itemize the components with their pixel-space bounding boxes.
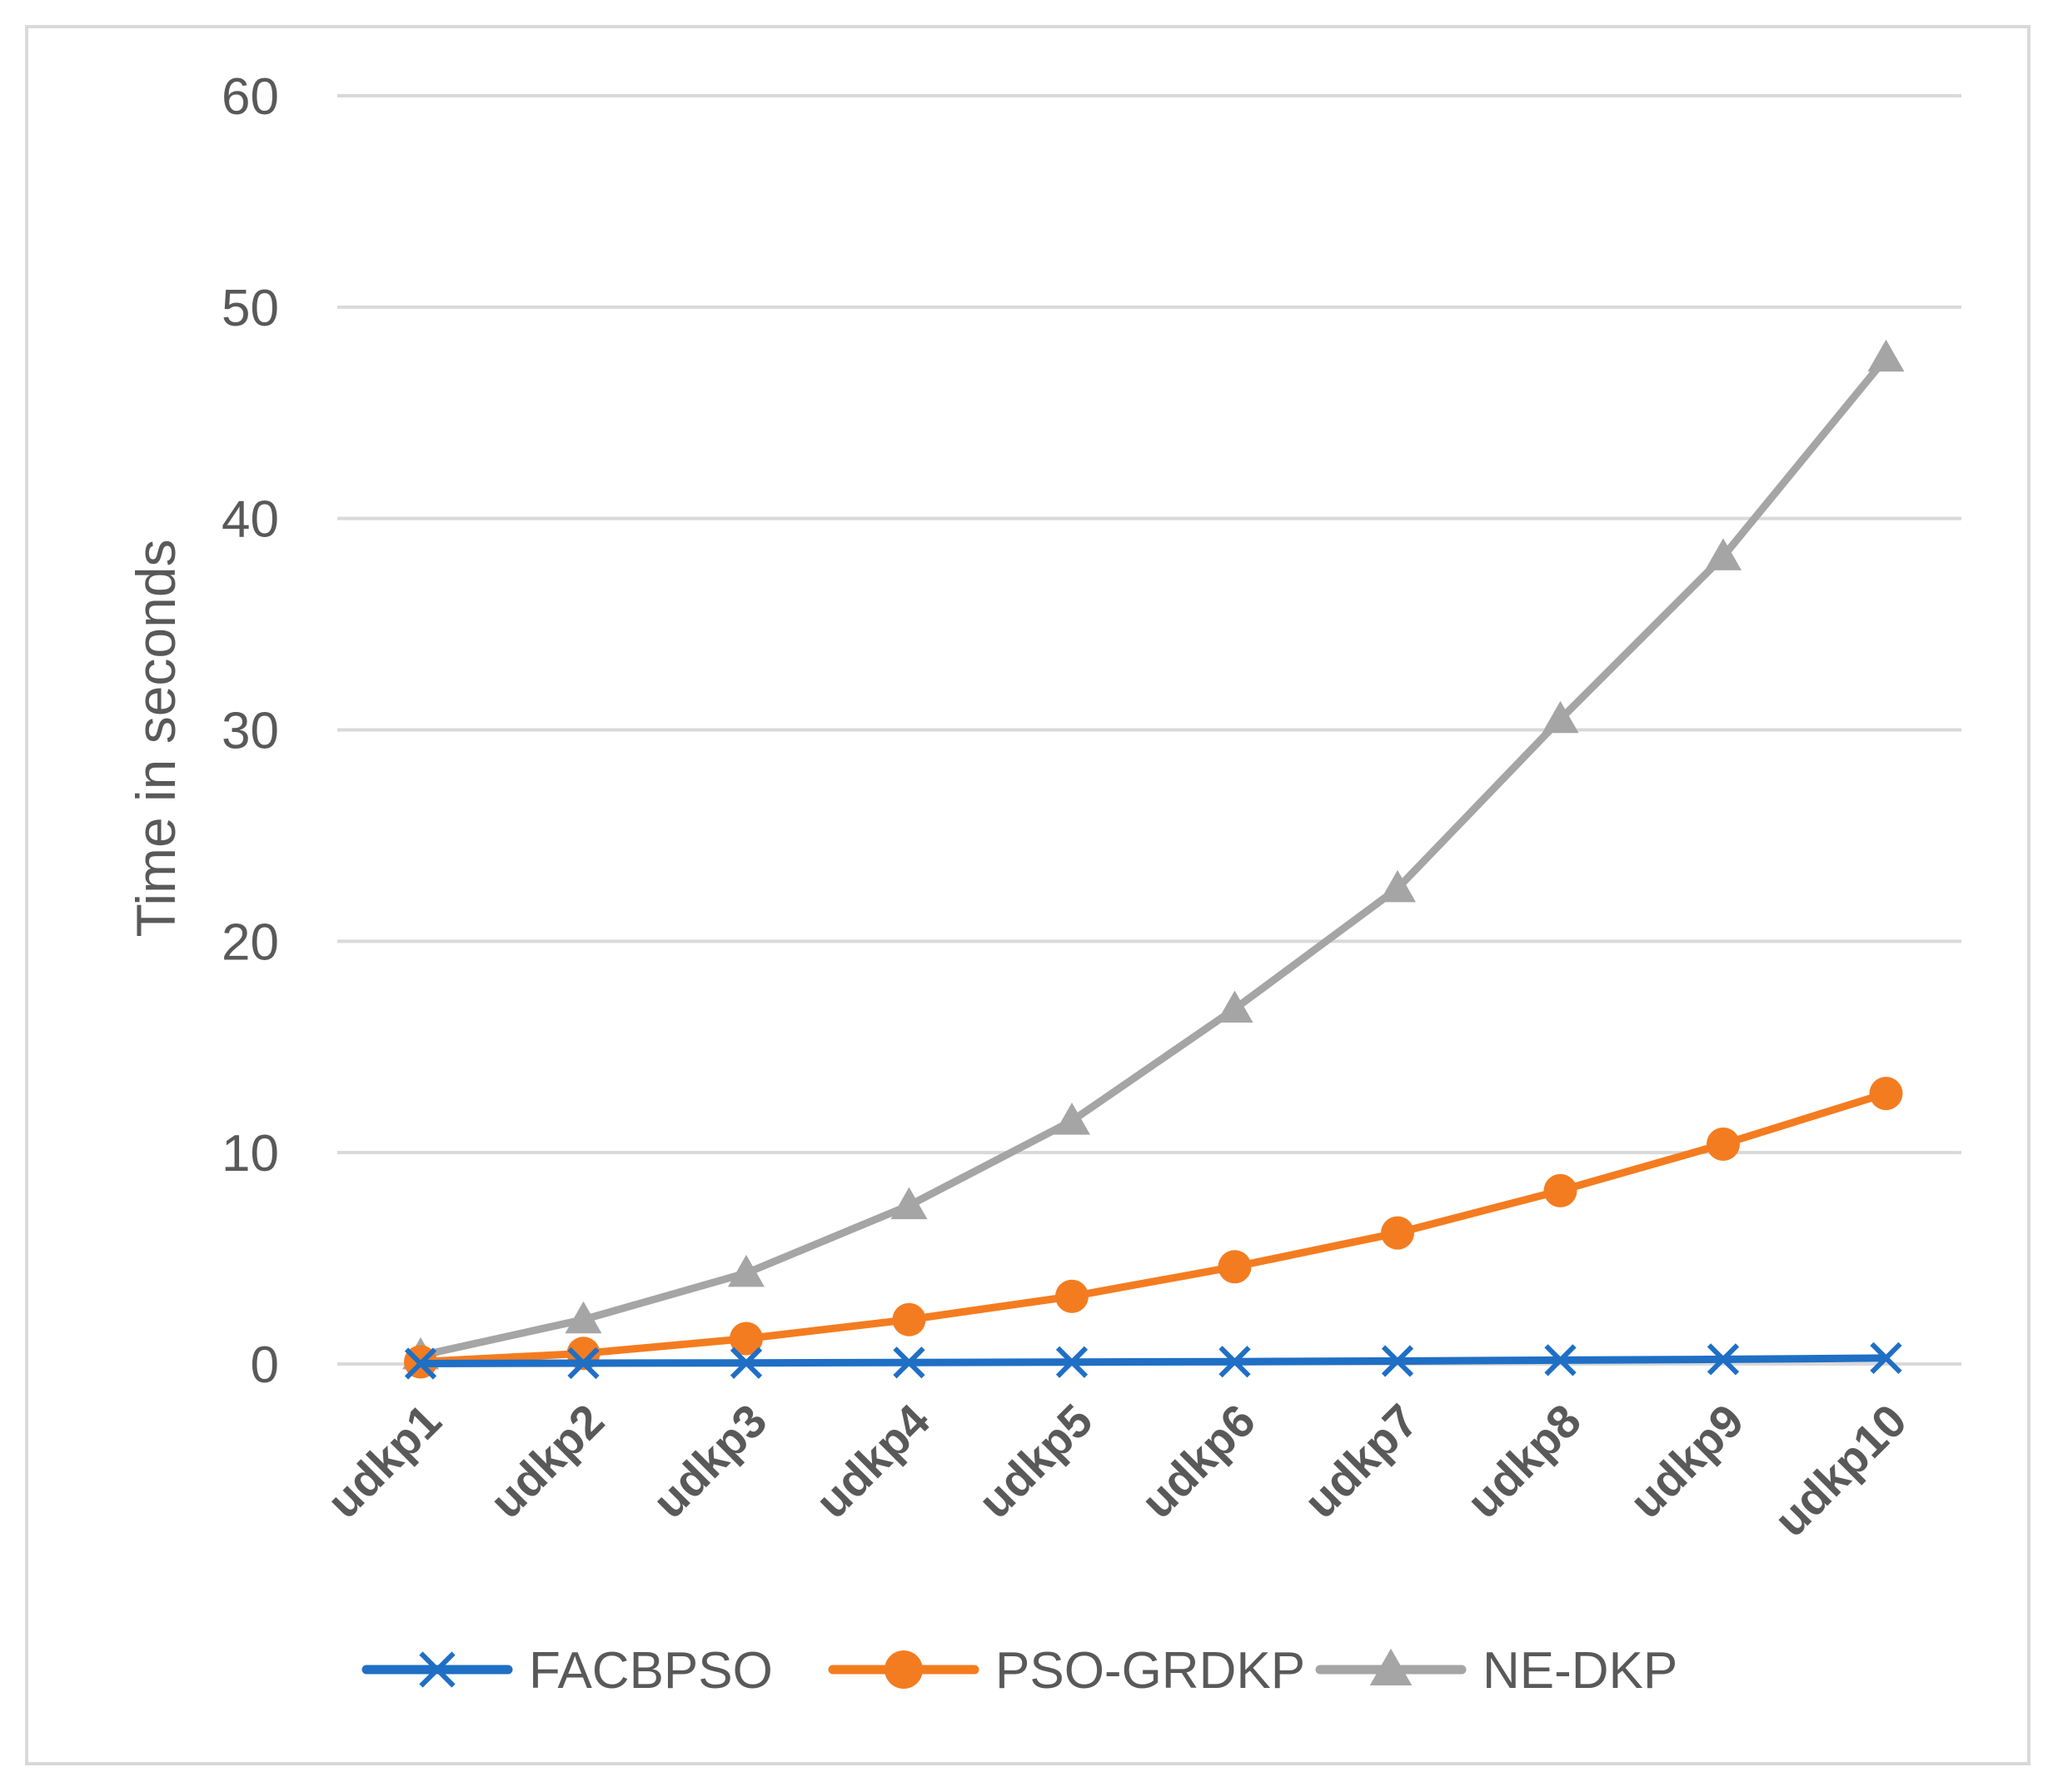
data-point xyxy=(1705,538,1742,570)
legend-item-PSO-GRDKP: PSO-GRDKP xyxy=(828,1642,1305,1700)
data-point xyxy=(892,1302,926,1337)
chart-frame xyxy=(25,25,2031,1765)
x-tick-label: udkp9 xyxy=(1619,1394,1753,1528)
y-tick-label: 30 xyxy=(222,703,279,760)
legend-marker xyxy=(884,1650,923,1689)
series-NE-DKP xyxy=(402,339,1905,1370)
data-point xyxy=(567,1346,600,1380)
data-point xyxy=(728,1254,765,1287)
y-tick-label: 10 xyxy=(222,1125,279,1182)
legend-marker xyxy=(1369,1648,1413,1685)
y-tick-label: 40 xyxy=(222,491,279,549)
data-point xyxy=(1218,1346,1251,1378)
series-line xyxy=(416,354,1890,1360)
y-tick-label: 0 xyxy=(251,1337,279,1394)
series-PSO-GRDKP xyxy=(404,1077,1903,1379)
data-point xyxy=(404,1347,437,1380)
x-tick-label: udkp5 xyxy=(968,1394,1102,1528)
x-axis-ticks: udkp1 udkp2 udkp3 udkp4 udkp5 udkp6 udkp7 udkp8… xyxy=(316,1394,1916,1546)
data-point xyxy=(1544,1344,1577,1376)
x-tick-label: udkp7 xyxy=(1293,1394,1428,1528)
data-point xyxy=(1055,1346,1089,1378)
y-axis-ticks: 0 10 20 30 40 50 60 xyxy=(222,68,279,1394)
data-point xyxy=(890,1187,928,1220)
data-point xyxy=(730,1346,763,1379)
series-layer xyxy=(402,339,1905,1380)
data-point xyxy=(1379,869,1416,903)
y-tick-label: 20 xyxy=(222,913,279,971)
x-tick-label: udkp4 xyxy=(805,1394,939,1528)
legend: FACBPSO PSO-GRDKP NE-DKP xyxy=(361,1642,1677,1700)
x-tick-label: udkp10 xyxy=(1764,1394,1916,1546)
data-point xyxy=(1869,1077,1903,1111)
data-point xyxy=(1542,700,1579,734)
x-tick-label: udkp1 xyxy=(316,1394,451,1528)
y-tick-label: 50 xyxy=(222,280,279,337)
series-line xyxy=(416,1354,1890,1367)
series-line xyxy=(416,1089,1890,1366)
data-point xyxy=(565,1301,602,1334)
legend-item-FACBPSO: FACBPSO xyxy=(361,1642,773,1700)
legend-label: PSO-GRDKP xyxy=(995,1642,1305,1700)
data-point xyxy=(730,1322,763,1356)
data-point xyxy=(1707,1343,1740,1376)
x-tick-label: udkp3 xyxy=(642,1394,776,1528)
x-tick-label: udkp8 xyxy=(1457,1394,1591,1528)
data-point xyxy=(1870,1342,1902,1375)
data-point xyxy=(1867,339,1905,372)
data-point xyxy=(1054,1103,1090,1135)
legend-label: FACBPSO xyxy=(529,1642,773,1700)
data-point xyxy=(1707,1127,1740,1162)
data-point xyxy=(1218,1250,1252,1284)
data-point xyxy=(1543,1173,1577,1207)
legend-label: NE-DKP xyxy=(1482,1642,1677,1700)
data-point xyxy=(1381,1216,1414,1250)
data-point xyxy=(893,1346,925,1379)
x-tick-label: udkp2 xyxy=(480,1394,614,1528)
y-axis-title: Time in seconds xyxy=(125,539,187,937)
data-point xyxy=(1055,1279,1089,1313)
gridlines xyxy=(337,94,1961,1366)
series-FACBPSO xyxy=(404,1342,1902,1380)
y-tick-label: 60 xyxy=(222,68,279,126)
x-tick-label: udkp6 xyxy=(1131,1394,1265,1528)
data-point xyxy=(1381,1345,1414,1377)
legend-item-NE-DKP: NE-DKP xyxy=(1315,1642,1677,1700)
legend-marker xyxy=(419,1651,456,1688)
data-point xyxy=(1216,990,1253,1023)
